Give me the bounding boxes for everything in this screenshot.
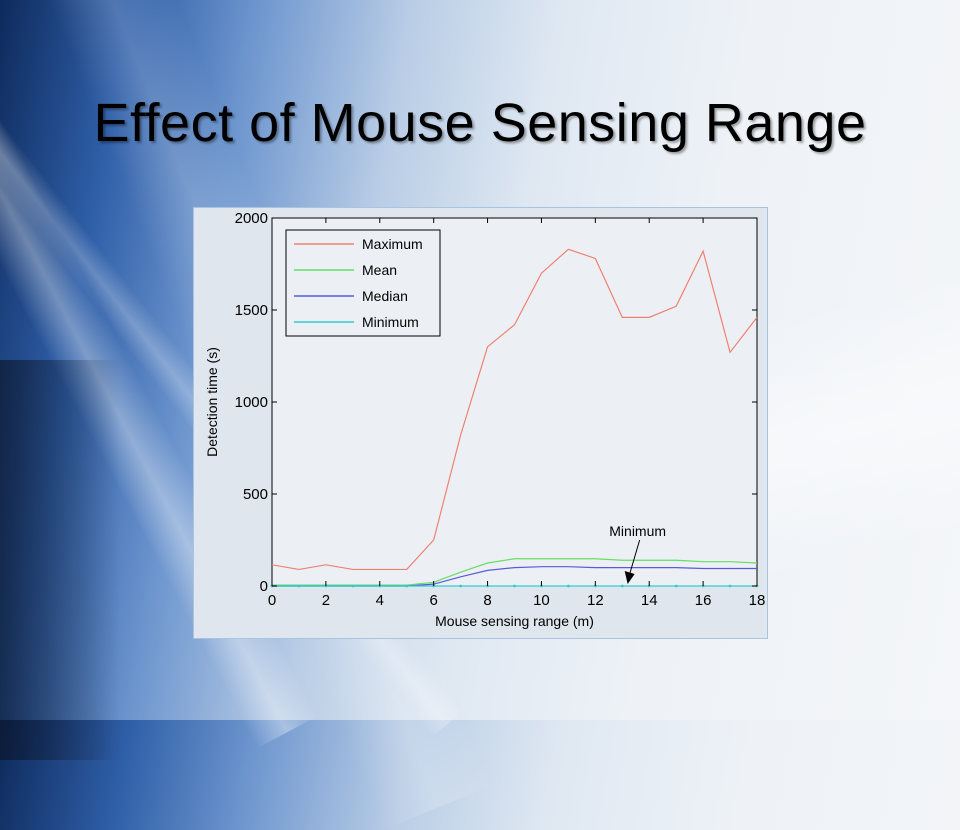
x-tick-label: 0 (268, 592, 276, 609)
minimum-point (674, 584, 678, 588)
y-tick-label: 1000 (235, 394, 268, 411)
line-chart: 0 2 4 6 8 10 12 14 16 18 0 500 1000 1500 2000 Mouse sen… (204, 210, 766, 629)
minimum-point (297, 584, 301, 588)
x-tick-label: 4 (376, 592, 384, 609)
x-tick-label: 10 (533, 592, 550, 609)
series-line-maximum (271, 248, 758, 571)
y-tick-label: 2000 (235, 210, 268, 227)
legend-box (285, 229, 441, 337)
minimum-point (405, 584, 409, 588)
y-tick-label: 0 (260, 578, 268, 595)
y-tick-label: 1500 (235, 302, 268, 319)
legend-label: Mean (362, 262, 397, 278)
minimum-point (351, 584, 355, 588)
legend-label: Minimum (362, 314, 419, 330)
x-tick-label: 16 (695, 592, 712, 609)
minimum-point (620, 584, 624, 588)
minimum-point (459, 584, 463, 588)
y-axis-label: Detection time (s) (204, 347, 220, 457)
x-tick-label: 2 (322, 592, 330, 609)
minimum-point (566, 584, 570, 588)
legend-label: Maximum (362, 236, 423, 252)
slide-title: Effect of Mouse Sensing Range (93, 93, 867, 153)
x-tick-label: 18 (749, 592, 766, 609)
minimum-point (728, 584, 732, 588)
x-tick-label: 8 (483, 592, 491, 609)
legend-label: Median (362, 288, 408, 304)
annotation-line (629, 539, 641, 575)
chart-figure: 0 2 4 6 8 10 12 14 16 18 0 500 1000 1500 2000 Mouse sen… (193, 207, 768, 639)
x-tick-label: 6 (429, 592, 437, 609)
x-axis-label: Mouse sensing range (m) (435, 613, 594, 629)
minimum-point (513, 584, 516, 588)
x-tick-label: 14 (641, 592, 658, 609)
annotation-label: Minimum (609, 523, 666, 539)
x-tick-label: 12 (587, 592, 604, 609)
y-tick-label: 500 (243, 486, 268, 503)
background-shadow (0, 360, 120, 760)
annotation-arrowhead (624, 571, 635, 584)
